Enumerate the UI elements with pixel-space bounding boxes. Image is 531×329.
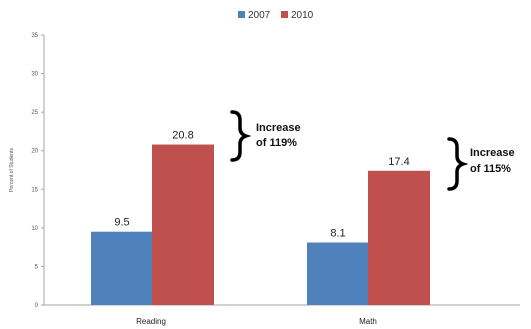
- annotation-brace-reading: [230, 110, 252, 162]
- bar-math-2007: [307, 242, 369, 305]
- y-tick-label: 5: [35, 264, 39, 270]
- annotation-reading-line2: of 119%: [256, 137, 297, 149]
- y-axis-ticks: 0 5 10 15 20 25 30 35: [31, 33, 44, 309]
- y-tick-label: 25: [31, 110, 38, 116]
- legend-label-2010: 2010: [291, 10, 314, 21]
- bar-reading-2010: [152, 144, 214, 305]
- legend-label-2007: 2007: [248, 10, 271, 21]
- y-tick-label: 15: [31, 187, 38, 193]
- bar-math-2010: [368, 170, 430, 305]
- y-tick-label: 30: [31, 72, 38, 78]
- annotation-reading: Increase of 119%: [230, 110, 301, 162]
- y-axis-label: Percent of Students: [9, 148, 15, 192]
- category-label-math: Math: [359, 317, 377, 326]
- annotation-math: Increase of 115%: [447, 137, 515, 191]
- data-label-reading-2007: 9.5: [114, 217, 129, 229]
- data-labels: 9.5 20.8 8.1 17.4: [114, 130, 409, 240]
- bar-reading-2007: [91, 231, 153, 305]
- legend-swatch-2007: [238, 11, 245, 18]
- data-label-math-2010: 17.4: [388, 156, 409, 168]
- annotation-brace-math: [447, 137, 469, 191]
- y-tick-label: 20: [31, 149, 38, 155]
- annotation-math-line2: of 115%: [470, 163, 511, 175]
- data-label-reading-2010: 20.8: [172, 130, 193, 142]
- legend: 2007 2010: [238, 10, 314, 21]
- data-label-math-2007: 8.1: [330, 228, 345, 240]
- y-tick-label: 0: [35, 303, 39, 309]
- legend-swatch-2010: [281, 11, 288, 18]
- bar-group: [91, 144, 430, 305]
- annotation-math-line1: Increase: [470, 147, 515, 159]
- y-tick-label: 35: [31, 33, 38, 39]
- annotation-reading-line1: Increase: [256, 122, 301, 134]
- category-label-reading: Reading: [136, 317, 166, 326]
- y-tick-label: 10: [31, 226, 38, 232]
